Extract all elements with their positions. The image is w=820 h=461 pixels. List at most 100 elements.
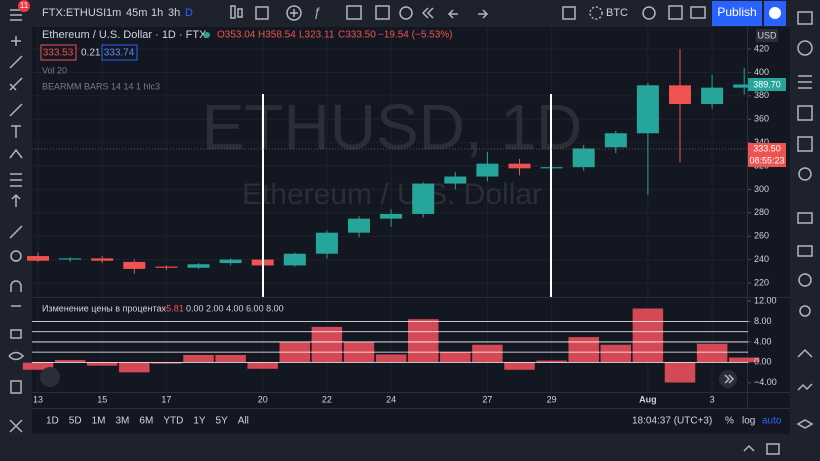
top-toolbar: [0, 0, 820, 27]
interval[interactable]: 45m: [126, 7, 147, 19]
y-tick-label: 340: [754, 137, 769, 147]
y-tick-label: 280: [754, 207, 769, 217]
candle-body: [701, 87, 724, 105]
y-tick-label: 260: [754, 231, 769, 241]
last-price-box: [748, 78, 786, 91]
bar: [600, 344, 632, 363]
countdown: 08:55:23: [749, 155, 784, 165]
bid: 333.53: [43, 48, 74, 59]
candle-body: [636, 85, 659, 134]
interval[interactable]: 3h: [168, 7, 180, 19]
logo[interactable]: [40, 367, 60, 387]
svg-text:ƒ: ƒ: [314, 4, 321, 19]
legend-close: C333.50: [338, 30, 376, 41]
y-tick-label: 240: [754, 254, 769, 264]
y-tick-label: 4.00: [754, 336, 772, 346]
bar: [375, 353, 407, 363]
interval[interactable]: 1h: [151, 7, 163, 19]
symbol[interactable]: FTX:ETHUSI: [42, 7, 106, 19]
clock: 18:04:37 (UTC+3): [632, 416, 712, 427]
candle-body: [91, 258, 114, 261]
last-price: 389.70: [753, 79, 781, 89]
badge-text: 11: [20, 1, 29, 10]
bar: [664, 362, 696, 384]
candle-body: [412, 183, 435, 214]
y-tick-label: 380: [754, 90, 769, 100]
y-tick-label: 12.00: [754, 295, 777, 305]
legend-open: O353.04: [217, 30, 256, 41]
bar: [632, 307, 664, 363]
range-button[interactable]: YTD: [163, 416, 183, 427]
range-button[interactable]: 5Y: [216, 416, 229, 427]
cross-price: 333.50: [753, 143, 781, 153]
range-button[interactable]: 5D: [69, 416, 82, 427]
range-button[interactable]: 1D: [46, 416, 59, 427]
candle-body: [348, 218, 370, 233]
publish-button[interactable]: [712, 1, 762, 26]
candle-body: [315, 232, 338, 254]
bar: [214, 354, 247, 363]
y-tick-label: −4.00: [754, 377, 777, 387]
candle-body: [508, 163, 531, 169]
candle-body: [604, 133, 627, 148]
bar: [407, 318, 439, 363]
indicator-levels: 0.00 2.00 4.00 6.00 8.00: [186, 303, 284, 313]
legend-low: L323.11: [299, 30, 335, 41]
x-tick-label: 27: [482, 394, 492, 404]
x-tick-label: 29: [547, 394, 557, 404]
candle-body: [187, 264, 210, 268]
range-button[interactable]: All: [238, 416, 249, 427]
y-tick-label: 300: [754, 184, 769, 194]
candle-body: [476, 163, 499, 177]
candle-body: [669, 85, 691, 105]
y-tick-label: 360: [754, 114, 769, 124]
candle-body: [27, 256, 49, 261]
x-tick-label: 17: [161, 394, 171, 404]
drawing-tools[interactable]: [8, 36, 25, 433]
interval[interactable]: D: [185, 7, 193, 19]
range-button[interactable]: 3M: [116, 416, 130, 427]
compare[interactable]: BTC: [606, 7, 628, 19]
x-tick-label: Aug: [639, 394, 657, 404]
bar: [86, 362, 118, 367]
publish-label[interactable]: Publish: [717, 5, 756, 19]
widget-icons[interactable]: [796, 11, 814, 429]
indicator-name: Изменение цены в процентах: [42, 303, 166, 313]
tab-bar: [32, 434, 790, 461]
scroll-icon: [724, 374, 735, 384]
candle-body: [444, 176, 467, 184]
auto-toggle[interactable]: auto: [762, 416, 782, 427]
y-tick-label: 220: [754, 277, 769, 287]
range-button[interactable]: 1Y: [193, 416, 206, 427]
candle-body: [59, 258, 82, 260]
candle-body: [733, 84, 756, 88]
candle-body: [283, 253, 306, 266]
watermark-name: Ethereum / U.S. Dollar: [242, 178, 542, 211]
candle-body: [155, 266, 178, 268]
publish-icon: [769, 7, 781, 19]
legend-change: −19.54 (−5.53%): [378, 30, 453, 41]
x-tick-label: 24: [386, 394, 396, 404]
x-tick-label: 20: [258, 394, 268, 404]
bar: [246, 362, 279, 370]
status-dot: [204, 32, 210, 38]
y-tick-label: 420: [754, 43, 769, 53]
candle-body: [219, 259, 242, 264]
interval[interactable]: 1m: [106, 7, 121, 19]
currency-box: [756, 29, 778, 42]
bar: [439, 351, 472, 363]
range-button[interactable]: 6M: [139, 416, 153, 427]
log-toggle[interactable]: log: [742, 416, 755, 427]
candle-body: [123, 261, 146, 269]
toolbar-icons[interactable]: ƒ: [230, 4, 706, 21]
x-tick-label: 22: [322, 394, 332, 404]
bid-box: [40, 44, 77, 61]
x-tick-label: 3: [710, 394, 715, 404]
range-button[interactable]: 1M: [92, 416, 106, 427]
watermark-symbol: ETHUSD, 1D: [202, 91, 583, 163]
tab-bar-icons[interactable]: [743, 443, 780, 455]
percent-toggle[interactable]: %: [725, 416, 734, 427]
